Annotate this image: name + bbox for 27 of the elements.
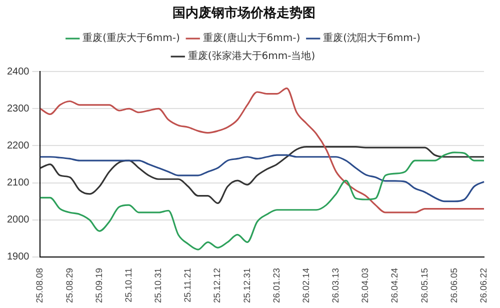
- y-tick-label: 2400: [6, 66, 30, 78]
- x-tick-label: 25.10.11: [123, 268, 134, 302]
- y-tick-label: 2000: [6, 214, 30, 226]
- x-tick-label: 26.04.03: [360, 268, 370, 304]
- x-tick-label: 25.08.29: [64, 268, 74, 304]
- y-tick-label: 2300: [6, 103, 30, 114]
- x-tick-label: 26.05.15: [419, 268, 430, 304]
- y-tick-label: 2100: [6, 178, 30, 189]
- legend-label: 重废(唐山大于6mm-): [202, 32, 300, 44]
- chart-title: 国内废钢市场价格走势图: [172, 5, 316, 22]
- x-tick-label: 25.08.08: [34, 268, 45, 304]
- x-tick-label: 25.12.31: [242, 268, 252, 304]
- x-tick-label: 25.10.31: [153, 268, 164, 304]
- legend-label: 重废(沈阳大于6mm-): [323, 32, 420, 44]
- x-tick-label: 25.09.19: [94, 268, 104, 304]
- y-tick-label: 1900: [6, 252, 30, 263]
- x-tick-label: 26.06.05: [448, 268, 459, 304]
- legend-label: 重废(重庆大于6mm-): [82, 32, 180, 44]
- y-tick-label: 2200: [6, 140, 30, 152]
- x-tick-label: 26.06.22: [478, 268, 488, 304]
- x-tick-label: 26.02.14: [300, 268, 311, 304]
- x-tick-label: 25.12.12: [212, 268, 222, 304]
- x-tick-label: 26.01.23: [271, 268, 282, 304]
- x-tick-label: 25.11.21: [182, 268, 193, 302]
- x-tick-label: 26.04.24: [390, 268, 400, 304]
- legend-label: 重废(张家港大于6mm-当地): [188, 50, 316, 62]
- x-tick-label: 26.03.13: [330, 268, 341, 304]
